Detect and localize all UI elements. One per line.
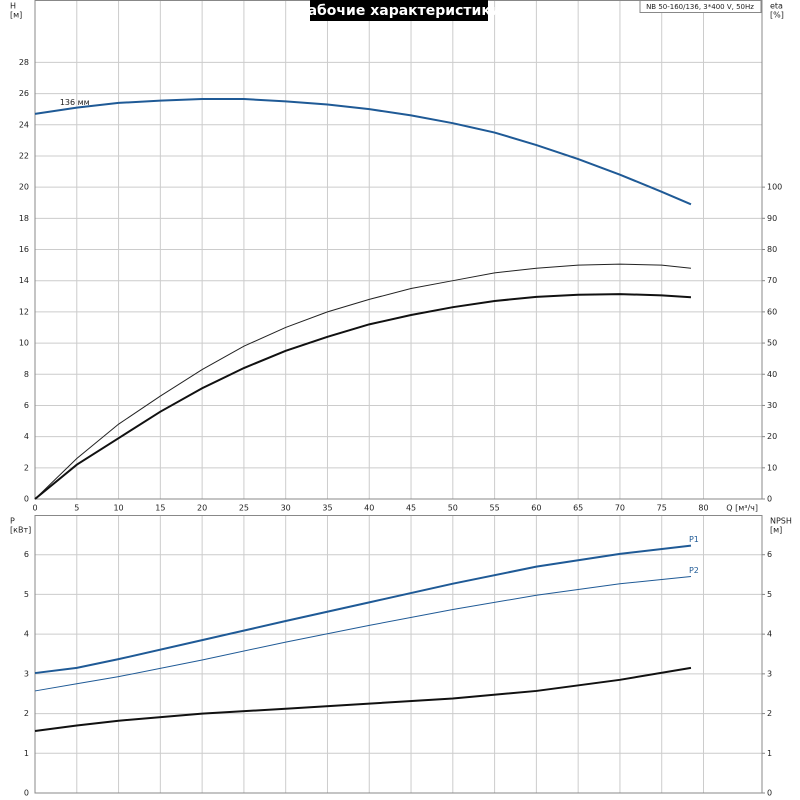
plot-frame (34, 515, 763, 794)
y2-tick-label: 10 (767, 463, 777, 472)
y-tick-label: 22 (19, 151, 29, 160)
x-tick-label: 15 (155, 504, 165, 513)
y-tick-label: 26 (19, 89, 29, 98)
x-tick-label: 60 (531, 504, 541, 513)
x-tick-label: 70 (615, 504, 625, 513)
chart-title: Рабочие характеристики (297, 3, 500, 19)
y-axis-unit: [м] (10, 11, 22, 20)
series-name: P2 (689, 566, 699, 575)
series-line (34, 544, 692, 675)
x-tick-label: 65 (573, 504, 583, 513)
y-tick-label: 2 (24, 709, 29, 718)
info-text: NB 50-160/136, 3*400 V, 50Hz (646, 3, 754, 11)
y2-tick-label: 4 (767, 630, 772, 639)
y2-tick-label: 60 (767, 307, 777, 316)
y-tick-label: 4 (24, 432, 29, 441)
y-tick-label: 0 (24, 495, 29, 504)
x-tick-label: 50 (448, 504, 458, 513)
x-tick-label: 40 (364, 504, 374, 513)
y-tick-label: 8 (24, 370, 29, 379)
x-tick-label: 80 (698, 504, 708, 513)
series-line (34, 293, 692, 500)
x-axis-label: Q [м³/ч] (726, 504, 758, 513)
y-tick-label: 16 (19, 245, 29, 254)
y2-tick-label: 1 (767, 749, 772, 758)
y-tick-label: 18 (19, 214, 29, 223)
y2-tick-label: 80 (767, 245, 777, 254)
y-tick-label: 5 (24, 590, 29, 599)
y2-tick-label: 50 (767, 339, 777, 348)
x-tick-label: 55 (490, 504, 500, 513)
y-tick-label: 2 (24, 463, 29, 472)
y-tick-label: 20 (19, 183, 29, 192)
series-name: P1 (689, 535, 699, 544)
y-axis-label: P (10, 517, 15, 526)
y2-tick-label: 30 (767, 401, 777, 410)
x-tick-label: 45 (406, 504, 416, 513)
x-tick-label: 35 (322, 504, 332, 513)
y-axis-label: H (10, 2, 16, 11)
y-tick-label: 14 (19, 276, 29, 285)
y2-axis-unit: [м] (770, 526, 782, 535)
series-line (34, 666, 692, 733)
y-tick-label: 24 (19, 120, 29, 129)
y2-tick-label: 100 (767, 183, 782, 192)
y2-axis-label: eta (770, 2, 783, 11)
y2-tick-label: 0 (767, 789, 772, 798)
title-bg (310, 0, 488, 21)
y-tick-label: 6 (24, 550, 29, 559)
y2-tick-label: 20 (767, 432, 777, 441)
y2-tick-label: 40 (767, 370, 777, 379)
y-axis-unit: [кВт] (10, 526, 31, 535)
series-line (34, 98, 692, 206)
y-tick-label: 3 (24, 669, 29, 678)
x-tick-label: 75 (657, 504, 667, 513)
y-tick-label: 10 (19, 339, 29, 348)
y2-tick-label: 90 (767, 214, 777, 223)
y-tick-label: 4 (24, 630, 29, 639)
y-tick-label: 12 (19, 307, 29, 316)
y2-axis-label: NPSH (770, 517, 792, 526)
x-tick-label: 10 (113, 504, 123, 513)
y-tick-label: 6 (24, 401, 29, 410)
series-line (34, 576, 692, 692)
curve-label: 136 мм (60, 98, 90, 107)
y2-tick-label: 5 (767, 590, 772, 599)
y2-axis-unit: [%] (770, 11, 784, 20)
y-tick-label: 0 (24, 789, 29, 798)
y2-tick-label: 2 (767, 709, 772, 718)
y2-tick-label: 3 (767, 669, 772, 678)
series-line (34, 263, 692, 500)
x-tick-label: 0 (32, 504, 37, 513)
x-tick-label: 5 (74, 504, 79, 513)
y2-tick-label: 6 (767, 550, 772, 559)
y-tick-label: 28 (19, 58, 29, 67)
x-tick-label: 20 (197, 504, 207, 513)
x-tick-label: 25 (239, 504, 249, 513)
info-box (639, 0, 762, 13)
y-tick-label: 1 (24, 749, 29, 758)
y2-tick-label: 0 (767, 495, 772, 504)
x-tick-label: 30 (281, 504, 291, 513)
y2-tick-label: 70 (767, 276, 777, 285)
